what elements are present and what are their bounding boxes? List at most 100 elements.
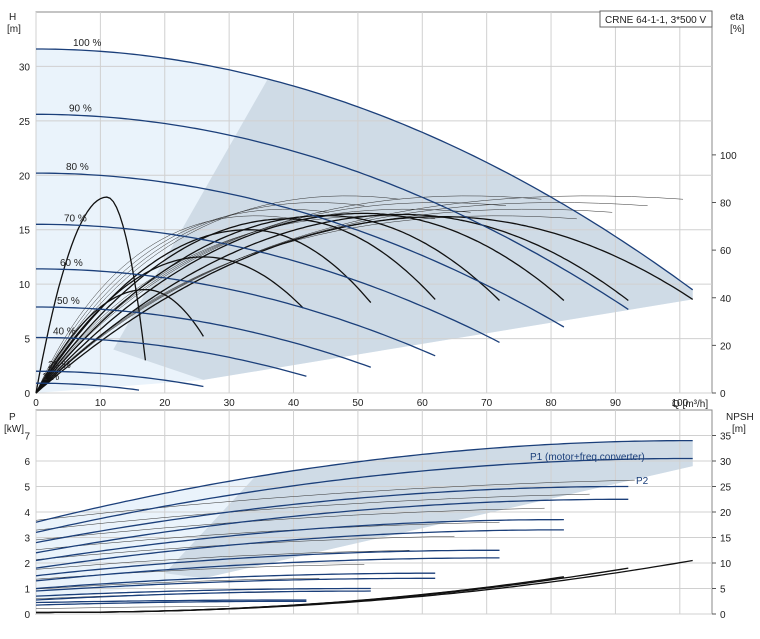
efficiency-fan-line (35, 208, 471, 394)
p2-annotation: P2 (636, 476, 649, 487)
p1-curve (35, 587, 371, 597)
efficiency-curve (35, 212, 565, 394)
p1-curve (35, 518, 564, 562)
y-tick-label: 20 (19, 171, 31, 182)
y-tick-label: 0 (24, 389, 30, 400)
efficiency-fan-line (35, 195, 542, 394)
speed-curve-label: 100 % (73, 38, 101, 49)
p2-curve (35, 529, 564, 569)
power-fan-line (35, 606, 230, 609)
x-tick-label: 70 (481, 398, 493, 409)
chart-title: CRNE 64-1-1, 3*500 V (605, 15, 706, 26)
npsh-curve (36, 585, 500, 614)
y2-tick-label: 25 (720, 483, 732, 494)
p2-curve (35, 457, 693, 534)
head-efficiency-panel: 0 10 20 30 40 50 60 70 80 90 100 0 5 10 15 20 25 30 0 20 40 6… (7, 11, 745, 410)
y-tick-label: 25 (19, 117, 31, 128)
p2-curve (35, 557, 500, 582)
y2-tick-label: 35 (720, 432, 732, 443)
speed-curve (36, 48, 694, 291)
title-box (599, 10, 713, 28)
x-tick-label: 0 (33, 398, 39, 409)
y2-tick-label: 10 (720, 559, 732, 570)
speed-curve (36, 113, 629, 310)
speed-curve-label: 70 % (64, 213, 87, 224)
speed-curve (36, 382, 140, 391)
y-tick-label: 7 (24, 432, 30, 443)
y-axis-unit: [kW] (4, 424, 24, 435)
efficiency-curve (35, 218, 436, 394)
efficiency-curve (35, 229, 372, 394)
p1-curve (35, 549, 500, 577)
power-fan-line (35, 507, 545, 541)
y-tick-label: 4 (24, 508, 30, 519)
efficiency-curve (35, 214, 500, 394)
y-axis-label: P (9, 412, 16, 423)
power-fan-line (35, 493, 590, 531)
y2-tick-label: 20 (720, 341, 732, 352)
x-tick-label: 80 (545, 398, 557, 409)
efficiency-fan-line (35, 215, 294, 394)
x-tick-label: 100 (671, 398, 688, 409)
efficiency-fan-line (35, 208, 329, 394)
speed-curve-label: 40 % (53, 326, 76, 337)
y2-axis-label: eta (730, 12, 744, 23)
x-tick-label: 10 (95, 398, 107, 409)
y2-tick-label: 20 (720, 508, 732, 519)
efficiency-curve (35, 288, 204, 394)
efficiency-curve (35, 216, 694, 394)
y2-axis-label: NPSH (726, 412, 754, 423)
y2-tick-label: 100 (720, 151, 737, 162)
efficiency-curve (35, 256, 304, 394)
y2-axis-unit: [%] (730, 24, 745, 35)
x-tick-label: 40 (288, 398, 300, 409)
power-fan-line (35, 578, 320, 590)
speed-curve (36, 306, 372, 368)
y2-tick-label: 40 (720, 294, 732, 305)
p1-annotation: P1 (motor+freq.converter) (530, 452, 645, 463)
speed-curve-label: 60 % (60, 258, 83, 269)
power-fan-line (35, 521, 500, 550)
x-axis-label: Q [m³/h] (672, 399, 708, 410)
speed-curve (36, 223, 500, 343)
speed-curve (36, 336, 307, 377)
x-tick-label: 60 (417, 398, 429, 409)
y-tick-label: 1 (24, 585, 30, 596)
efficiency-fan-line (35, 195, 400, 394)
speed-curve-label: 50 % (57, 296, 80, 307)
y2-tick-label: 60 (720, 246, 732, 257)
efficiency-curve (35, 196, 147, 394)
p1-curve (35, 572, 436, 590)
power-fan-line (35, 550, 410, 570)
y2-tick-label: 15 (720, 534, 732, 545)
y2-tick-label: 5 (720, 585, 726, 596)
power-npsh-panel: 0 1 2 3 4 5 6 7 0 5 10 15 20 25 30 35 P[kW] NPSH[m] P1 (mo… (4, 409, 754, 621)
power-region-dark (164, 440, 693, 579)
y-tick-label: 3 (24, 534, 30, 545)
y-tick-label: 5 (24, 335, 30, 346)
speed-curve (35, 370, 204, 388)
y-tick-label: 5 (24, 483, 30, 494)
y-tick-label: 10 (19, 280, 31, 291)
speed-curve-label: 25 % (48, 360, 71, 371)
p2-curve (35, 590, 371, 601)
speed-curve (36, 268, 436, 357)
p2-curve (35, 498, 629, 554)
efficiency-fan-line (35, 195, 684, 394)
y-tick-label: 0 (24, 610, 30, 621)
x-tick-label: 30 (224, 398, 236, 409)
p1-curve (35, 439, 693, 523)
speed-curve-label: 80 % (66, 162, 89, 173)
x-tick-label: 20 (159, 398, 171, 409)
y-axis-unit: [m] (7, 24, 21, 35)
power-fan-line (35, 564, 365, 580)
y-tick-label: 2 (24, 559, 30, 570)
y-tick-label: 30 (19, 62, 31, 73)
y2-tick-label: 0 (720, 610, 726, 621)
y2-tick-label: 80 (720, 199, 732, 210)
y2-axis-unit: [m] (732, 424, 746, 435)
y2-tick-label: 30 (720, 457, 732, 468)
p1-curve (35, 599, 307, 604)
y-axis-label: H (9, 12, 16, 23)
